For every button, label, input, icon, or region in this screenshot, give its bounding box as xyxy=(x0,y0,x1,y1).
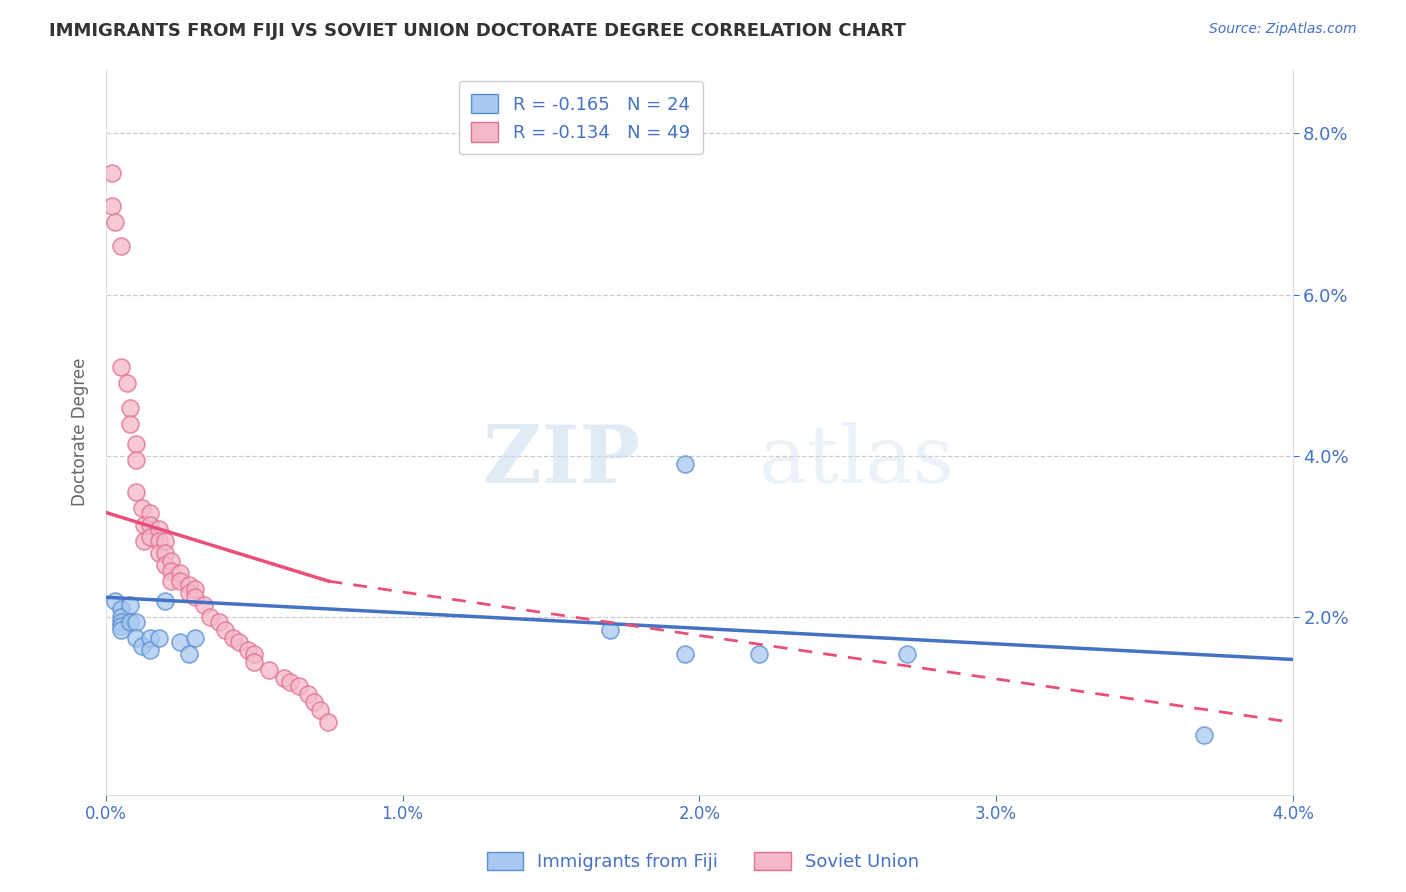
Point xyxy=(308,703,330,717)
Point xyxy=(184,591,207,605)
Legend: R = -0.165   N = 24, R = -0.134   N = 49: R = -0.165 N = 24, R = -0.134 N = 49 xyxy=(458,81,703,154)
Point xyxy=(124,437,146,451)
Point xyxy=(1192,727,1215,741)
Point xyxy=(243,655,266,669)
Point xyxy=(148,533,170,548)
Text: atlas: atlas xyxy=(759,422,953,500)
Point xyxy=(160,554,183,568)
Point xyxy=(673,647,696,661)
Point xyxy=(124,631,146,645)
Point xyxy=(184,631,207,645)
Point xyxy=(118,599,141,613)
Point xyxy=(124,453,146,467)
Point xyxy=(101,166,124,180)
Point xyxy=(110,239,132,253)
Point xyxy=(115,376,138,391)
Point xyxy=(148,546,170,560)
Point xyxy=(160,564,183,578)
Point xyxy=(131,639,153,653)
Text: ZIP: ZIP xyxy=(484,422,640,500)
Point xyxy=(243,647,266,661)
Point xyxy=(193,599,215,613)
Point xyxy=(238,642,260,657)
Point xyxy=(177,647,200,661)
Point xyxy=(160,574,183,588)
Point xyxy=(124,615,146,629)
Point xyxy=(177,586,200,600)
Point xyxy=(134,517,156,532)
Point xyxy=(139,506,162,520)
Point xyxy=(184,582,207,597)
Point xyxy=(318,715,340,730)
Point xyxy=(278,675,301,690)
Point xyxy=(297,687,319,701)
Point xyxy=(257,663,280,677)
Point xyxy=(896,647,918,661)
Point xyxy=(169,566,191,580)
Point xyxy=(104,215,127,229)
Point xyxy=(148,522,170,536)
Point xyxy=(177,578,200,592)
Point xyxy=(134,533,156,548)
Point xyxy=(748,647,770,661)
Point xyxy=(101,199,124,213)
Point xyxy=(155,546,177,560)
Y-axis label: Doctorate Degree: Doctorate Degree xyxy=(72,358,89,506)
Point xyxy=(673,457,696,471)
Point xyxy=(139,530,162,544)
Point xyxy=(118,417,141,431)
Legend: Immigrants from Fiji, Soviet Union: Immigrants from Fiji, Soviet Union xyxy=(479,845,927,879)
Point xyxy=(110,610,132,624)
Point xyxy=(110,615,132,629)
Point xyxy=(124,485,146,500)
Point xyxy=(139,642,162,657)
Point xyxy=(110,602,132,616)
Point xyxy=(214,623,236,637)
Point xyxy=(198,610,221,624)
Point xyxy=(110,360,132,375)
Point xyxy=(208,615,231,629)
Text: IMMIGRANTS FROM FIJI VS SOVIET UNION DOCTORATE DEGREE CORRELATION CHART: IMMIGRANTS FROM FIJI VS SOVIET UNION DOC… xyxy=(49,22,905,40)
Point xyxy=(148,631,170,645)
Point xyxy=(104,594,127,608)
Point xyxy=(155,594,177,608)
Point xyxy=(155,533,177,548)
Point xyxy=(139,631,162,645)
Point xyxy=(228,634,250,648)
Point xyxy=(139,517,162,532)
Point xyxy=(118,401,141,415)
Point xyxy=(131,501,153,516)
Point xyxy=(110,618,132,632)
Point xyxy=(599,623,621,637)
Text: Source: ZipAtlas.com: Source: ZipAtlas.com xyxy=(1209,22,1357,37)
Point xyxy=(287,679,309,693)
Point xyxy=(169,574,191,588)
Point xyxy=(302,695,325,709)
Point xyxy=(273,671,295,685)
Point xyxy=(118,615,141,629)
Point xyxy=(169,634,191,648)
Point xyxy=(110,623,132,637)
Point xyxy=(222,631,245,645)
Point xyxy=(155,558,177,572)
